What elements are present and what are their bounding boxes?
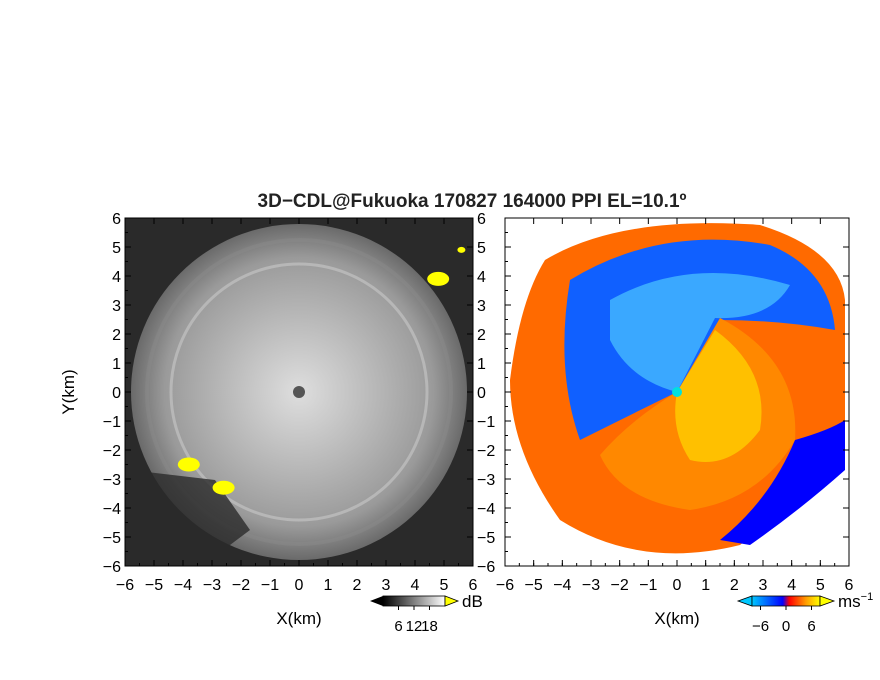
y-tick-label-right: −5 <box>477 530 495 547</box>
colorbar-tick-label: 18 <box>421 618 438 635</box>
velocity-edge-blue <box>720 420 845 545</box>
reflectivity-ylabel: Y(km) <box>59 369 78 414</box>
colorbar-tick-label: −6 <box>752 618 769 635</box>
reflectivity-panel: −6−6 −6−5−5 −5−4−4 −4−3−3 −3−2−2 −2−1−1 −100 01… <box>59 211 495 628</box>
colorbar-tick-label: 0 <box>782 618 790 635</box>
x-tick-label: 1 <box>701 577 710 594</box>
velocity-colorbar-unit-base: ms <box>838 592 861 611</box>
velocity-colorbar-unit: ms−1 <box>838 591 873 611</box>
y-tick-label: −5 <box>103 530 121 547</box>
x-tick-label: 2 <box>730 577 739 594</box>
x-tick-label: 3 <box>759 577 768 594</box>
y-tick-label: −6 <box>103 559 121 576</box>
x-tick-label: −6 <box>496 577 514 594</box>
high-reflectivity-echo <box>457 246 466 253</box>
y-tick-label: 6 <box>112 211 121 228</box>
velocity-colorbar: −6 0 6 ms−1 <box>736 591 873 635</box>
velocity-panel: −6 −5 −4 −3 −2 −1 0 1 2 3 4 5 6 X(km) <box>496 217 854 628</box>
velocity-colorbar-under <box>736 595 753 607</box>
velocity-colorbar-bar <box>751 595 821 607</box>
reflectivity-colorbar-under <box>370 596 383 606</box>
x-tick-label: 4 <box>787 577 796 594</box>
x-tick-label: −2 <box>232 577 250 594</box>
x-tick-label: −6 <box>116 577 134 594</box>
y-tick-label-right: −1 <box>477 414 495 431</box>
y-tick-label: 2 <box>112 327 121 344</box>
x-tick-label: 0 <box>673 577 682 594</box>
y-tick-label: 4 <box>112 269 121 286</box>
velocity-radar-site <box>672 387 682 397</box>
x-tick-label: −2 <box>611 577 629 594</box>
y-tick-label-right: −4 <box>477 501 495 518</box>
reflectivity-colorbar-unit: dB <box>462 592 483 611</box>
x-tick-label: 0 <box>295 577 304 594</box>
y-tick-label-right: 6 <box>477 211 486 228</box>
colorbar-tick-label: 6 <box>807 618 815 635</box>
y-tick-label-right: −6 <box>477 559 495 576</box>
colorbar-tick-label: 6 <box>394 618 402 635</box>
velocity-colorbar-over <box>819 595 836 607</box>
radar-site-marker <box>293 386 305 398</box>
y-tick-label: −1 <box>103 414 121 431</box>
x-tick-label: 2 <box>353 577 362 594</box>
x-tick-label: 6 <box>845 577 854 594</box>
velocity-receding-core <box>675 330 762 462</box>
y-tick-label-right: −3 <box>477 472 495 489</box>
y-tick-label: −2 <box>103 443 121 460</box>
x-tick-label: 6 <box>469 577 478 594</box>
y-tick-label: 3 <box>112 298 121 315</box>
x-tick-label: −5 <box>525 577 543 594</box>
velocity-approaching-core <box>610 273 790 392</box>
x-tick-label: −5 <box>145 577 163 594</box>
y-tick-label-right: 5 <box>477 240 486 257</box>
high-reflectivity-echo <box>177 457 200 472</box>
chart-title: 3D−CDL@Fukuoka 170827 164000 PPI EL=10.1… <box>258 191 687 212</box>
reflectivity-ring <box>169 262 429 522</box>
velocity-xlabel: X(km) <box>654 609 699 628</box>
y-tick-label: 0 <box>112 385 121 402</box>
y-tick-label-right: 4 <box>477 269 486 286</box>
reflectivity-ring-outer <box>145 238 453 546</box>
x-tick-label: −4 <box>553 577 571 594</box>
y-tick-label-right: 1 <box>477 356 486 373</box>
x-tick-label: 4 <box>411 577 420 594</box>
reflectivity-colorbar-over <box>444 595 460 607</box>
y-tick-label-right: 3 <box>477 298 486 315</box>
y-tick-label: −3 <box>103 472 121 489</box>
y-tick-label: −4 <box>103 501 121 518</box>
y-tick-label-right: −2 <box>477 443 495 460</box>
velocity-colorbar-unit-exp: −1 <box>861 591 874 603</box>
x-tick-label: −1 <box>261 577 279 594</box>
reflectivity-xlabel: X(km) <box>276 609 321 628</box>
reflectivity-colorbar-bar <box>382 595 446 607</box>
y-tick-label-right: 2 <box>477 327 486 344</box>
colorbar-tick-label: 12 <box>406 618 423 635</box>
x-tick-label: −4 <box>174 577 192 594</box>
x-tick-label: −3 <box>203 577 221 594</box>
y-tick-label: 1 <box>112 356 121 373</box>
y-tick-label-right: 0 <box>477 385 486 402</box>
x-tick-label: 5 <box>816 577 825 594</box>
x-tick-label: 5 <box>440 577 449 594</box>
y-tick-label: 5 <box>112 240 121 257</box>
x-tick-label: 1 <box>324 577 333 594</box>
x-tick-label: −1 <box>639 577 657 594</box>
high-reflectivity-echo <box>212 480 235 495</box>
high-reflectivity-echo <box>427 271 450 286</box>
x-tick-label: 3 <box>382 577 391 594</box>
x-tick-label: −3 <box>582 577 600 594</box>
